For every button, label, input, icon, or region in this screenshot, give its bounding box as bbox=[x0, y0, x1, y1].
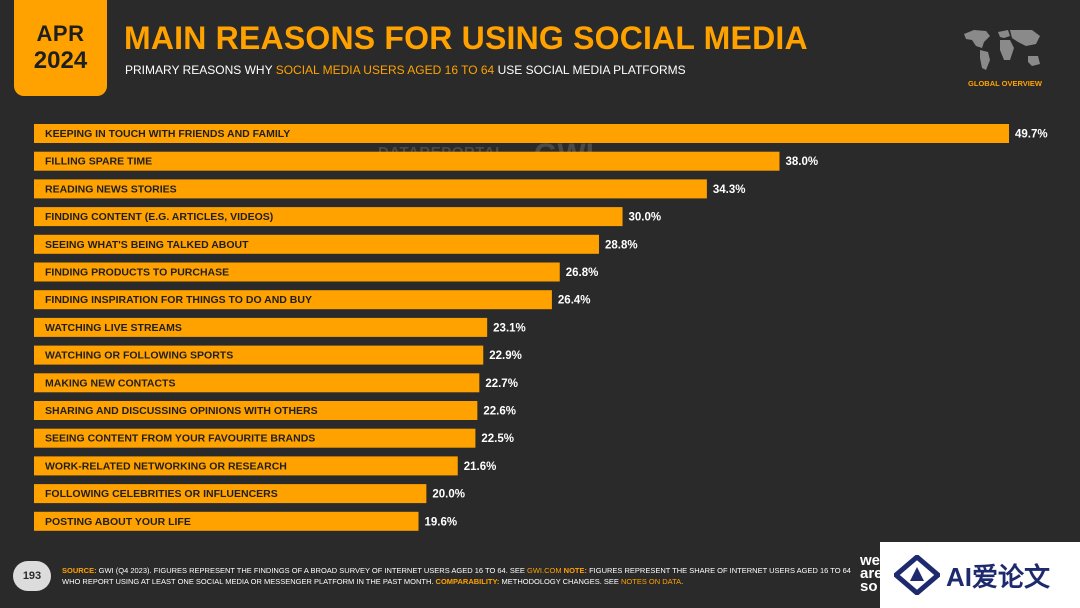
bar-label-4: FINDING CONTENT (E.G. ARTICLES, VIDEOS) bbox=[45, 211, 273, 223]
bar-value-13: 21.6% bbox=[464, 461, 497, 473]
bar-6 bbox=[34, 262, 560, 282]
bar-9 bbox=[34, 345, 484, 365]
bar-12 bbox=[34, 428, 476, 448]
bar-value-14: 20.0% bbox=[432, 489, 465, 501]
bar-8 bbox=[34, 317, 488, 337]
source-footnote: SOURCE: GWI (Q4 2023). FIGURES REPRESENT… bbox=[62, 565, 852, 587]
bar-10 bbox=[34, 373, 480, 393]
bar-value-8: 23.1% bbox=[493, 322, 526, 334]
note-label: NOTE: bbox=[561, 566, 587, 575]
bar-value-6: 26.8% bbox=[566, 267, 599, 279]
bar-value-11: 22.6% bbox=[483, 406, 516, 418]
bar-label-2: FILLING SPARE TIME bbox=[45, 156, 152, 168]
bar-label-1: KEEPING IN TOUCH WITH FRIENDS AND FAMILY bbox=[45, 128, 290, 140]
brand-mark: we are so bbox=[860, 554, 882, 593]
bar-label-11: SHARING AND DISCUSSING OPINIONS WITH OTH… bbox=[45, 405, 318, 417]
bar-value-5: 28.8% bbox=[605, 239, 638, 251]
bar-4 bbox=[34, 207, 623, 227]
bar-label-13: WORK-RELATED NETWORKING OR RESEARCH bbox=[45, 460, 287, 472]
comparability-label: COMPARABILITY: bbox=[435, 577, 500, 586]
bar-value-10: 22.7% bbox=[485, 378, 518, 390]
source-text: GWI (Q4 2023). FIGURES REPRESENT THE FIN… bbox=[96, 566, 527, 575]
bar-label-6: FINDING PRODUCTS TO PURCHASE bbox=[45, 267, 229, 279]
global-overview-label: GLOBAL OVERVIEW bbox=[968, 79, 1042, 88]
bar-label-9: WATCHING OR FOLLOWING SPORTS bbox=[45, 350, 233, 362]
world-map-icon bbox=[964, 30, 1040, 70]
bar-value-1: 49.7% bbox=[1015, 129, 1048, 141]
bar-13 bbox=[34, 456, 458, 476]
comparability-text: METHODOLOGY CHANGES. SEE bbox=[499, 577, 621, 586]
badge-month: APR bbox=[36, 21, 85, 46]
badge-year: 2024 bbox=[33, 47, 88, 74]
bar-5 bbox=[34, 234, 599, 254]
page-title: MAIN REASONS FOR USING SOCIAL MEDIA bbox=[124, 20, 808, 56]
bar-value-7: 26.4% bbox=[558, 295, 591, 307]
bar-label-14: FOLLOWING CELEBRITIES OR INFLUENCERS bbox=[45, 488, 278, 500]
footer-period: . bbox=[681, 577, 684, 586]
subtitle-highlight: SOCIAL MEDIA USERS AGED 16 TO 64 bbox=[275, 63, 495, 77]
source-label: SOURCE: bbox=[62, 566, 97, 575]
ai-banner: AI爱论文 bbox=[880, 542, 1080, 608]
bar-label-10: MAKING NEW CONTACTS bbox=[45, 377, 175, 389]
gwi-link[interactable]: GWI.COM bbox=[527, 566, 562, 575]
subtitle-post: USE SOCIAL MEDIA PLATFORMS bbox=[494, 63, 686, 77]
bar-value-4: 30.0% bbox=[629, 212, 662, 224]
bar-2 bbox=[34, 151, 780, 171]
bar-value-3: 34.3% bbox=[713, 184, 746, 196]
bar-15 bbox=[34, 511, 419, 531]
page-subtitle: PRIMARY REASONS WHY SOCIAL MEDIA USERS A… bbox=[125, 63, 686, 77]
bar-3 bbox=[34, 179, 707, 199]
bar-label-5: SEEING WHAT'S BEING TALKED ABOUT bbox=[45, 239, 249, 251]
note-text: FIGURES REPRESENT THE SHARE OF INTERNET … bbox=[62, 566, 851, 586]
bar-label-7: FINDING INSPIRATION FOR THINGS TO DO AND… bbox=[45, 294, 312, 306]
page-number: 193 bbox=[13, 561, 51, 591]
bar-label-15: POSTING ABOUT YOUR LIFE bbox=[45, 516, 191, 528]
ai-banner-text: AI爱论文 bbox=[946, 561, 1051, 592]
date-badge: APR 2024 bbox=[14, 0, 107, 96]
subtitle-pre: PRIMARY REASONS WHY bbox=[125, 63, 276, 77]
bar-value-2: 38.0% bbox=[785, 156, 818, 168]
bar-1 bbox=[34, 124, 1009, 143]
bar-value-9: 22.9% bbox=[489, 350, 522, 362]
ai-logo-icon bbox=[894, 555, 940, 595]
bar-11 bbox=[34, 401, 478, 420]
notes-on-data-link[interactable]: NOTES ON DATA bbox=[621, 577, 682, 586]
bar-7 bbox=[34, 290, 552, 310]
bar-14 bbox=[34, 484, 427, 504]
bar-value-12: 22.5% bbox=[481, 433, 514, 445]
bar-label-8: WATCHING LIVE STREAMS bbox=[45, 322, 182, 334]
bar-value-15: 19.6% bbox=[425, 516, 458, 528]
bar-label-3: READING NEWS STORIES bbox=[45, 183, 177, 195]
bar-label-12: SEEING CONTENT FROM YOUR FAVOURITE BRAND… bbox=[45, 433, 315, 445]
